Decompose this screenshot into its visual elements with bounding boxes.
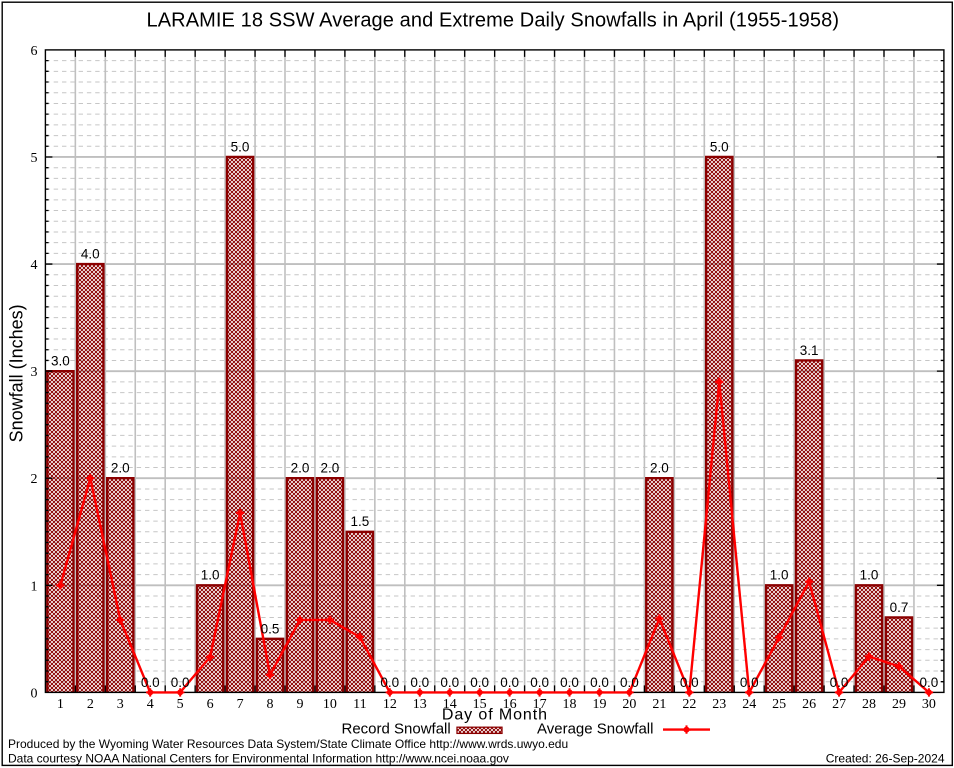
svg-text:15: 15 xyxy=(473,697,487,712)
svg-text:0.0: 0.0 xyxy=(530,675,549,690)
svg-text:4: 4 xyxy=(31,258,38,273)
svg-text:26: 26 xyxy=(802,697,816,712)
svg-text:6: 6 xyxy=(31,44,38,59)
svg-text:Created: 26-Sep-2024: Created: 26-Sep-2024 xyxy=(826,752,945,766)
svg-text:5.0: 5.0 xyxy=(710,139,729,154)
svg-text:2.0: 2.0 xyxy=(111,461,130,476)
svg-text:2.0: 2.0 xyxy=(291,461,310,476)
svg-text:3: 3 xyxy=(31,365,38,380)
svg-text:1.0: 1.0 xyxy=(860,568,879,583)
svg-text:0.7: 0.7 xyxy=(890,600,909,615)
svg-text:2: 2 xyxy=(31,472,38,487)
svg-text:0: 0 xyxy=(31,686,38,701)
svg-text:Record Snowfall: Record Snowfall xyxy=(342,720,451,737)
svg-text:4.0: 4.0 xyxy=(81,246,100,261)
svg-text:9: 9 xyxy=(296,697,303,712)
svg-text:22: 22 xyxy=(682,697,696,712)
svg-text:27: 27 xyxy=(832,697,846,712)
svg-text:30: 30 xyxy=(922,697,936,712)
svg-text:0.0: 0.0 xyxy=(141,675,160,690)
svg-text:5.0: 5.0 xyxy=(231,139,250,154)
svg-text:0.0: 0.0 xyxy=(920,675,939,690)
svg-text:19: 19 xyxy=(592,697,606,712)
svg-text:18: 18 xyxy=(563,697,577,712)
svg-text:5: 5 xyxy=(177,697,184,712)
svg-text:20: 20 xyxy=(622,697,636,712)
svg-text:0.0: 0.0 xyxy=(560,675,579,690)
svg-text:4: 4 xyxy=(147,697,154,712)
svg-text:0.0: 0.0 xyxy=(470,675,489,690)
svg-text:14: 14 xyxy=(443,697,457,712)
svg-text:13: 13 xyxy=(413,697,427,712)
svg-text:5: 5 xyxy=(31,151,38,166)
svg-text:1.0: 1.0 xyxy=(201,568,220,583)
svg-text:6: 6 xyxy=(207,697,214,712)
svg-text:24: 24 xyxy=(742,697,756,712)
svg-text:7: 7 xyxy=(237,697,244,712)
svg-text:1: 1 xyxy=(57,697,64,712)
svg-text:12: 12 xyxy=(383,697,397,712)
svg-text:2: 2 xyxy=(87,697,94,712)
svg-text:Produced by the Wyoming Water: Produced by the Wyoming Water Resources … xyxy=(8,737,568,751)
svg-text:0.0: 0.0 xyxy=(830,675,849,690)
svg-text:28: 28 xyxy=(862,697,876,712)
svg-text:1.0: 1.0 xyxy=(770,568,789,583)
svg-text:0.0: 0.0 xyxy=(740,675,759,690)
svg-text:Data courtesy NOAA National Ce: Data courtesy NOAA National Centers for … xyxy=(8,752,509,766)
svg-text:0.0: 0.0 xyxy=(500,675,519,690)
svg-text:1: 1 xyxy=(31,579,38,594)
svg-text:0.0: 0.0 xyxy=(440,675,459,690)
svg-text:Average Snowfall: Average Snowfall xyxy=(537,720,653,737)
svg-text:8: 8 xyxy=(267,697,274,712)
svg-text:3.0: 3.0 xyxy=(51,354,70,369)
svg-text:2.0: 2.0 xyxy=(650,461,669,476)
svg-text:0.0: 0.0 xyxy=(171,675,190,690)
svg-text:0.5: 0.5 xyxy=(261,621,280,636)
svg-text:3.1: 3.1 xyxy=(800,343,819,358)
svg-text:0.0: 0.0 xyxy=(680,675,699,690)
svg-text:11: 11 xyxy=(353,697,366,712)
svg-text:0.0: 0.0 xyxy=(620,675,639,690)
svg-text:0.0: 0.0 xyxy=(380,675,399,690)
svg-text:21: 21 xyxy=(652,697,666,712)
svg-text:17: 17 xyxy=(533,697,547,712)
svg-text:3: 3 xyxy=(117,697,124,712)
svg-text:Day of Month: Day of Month xyxy=(442,706,548,723)
svg-text:0.0: 0.0 xyxy=(410,675,429,690)
svg-text:29: 29 xyxy=(892,697,906,712)
svg-text:Snowfall (Inches): Snowfall (Inches) xyxy=(6,304,26,442)
svg-text:2.0: 2.0 xyxy=(321,461,340,476)
svg-text:23: 23 xyxy=(712,697,726,712)
svg-text:LARAMIE 18 SSW Average and Ext: LARAMIE 18 SSW Average and Extreme Daily… xyxy=(146,9,839,31)
svg-text:25: 25 xyxy=(772,697,786,712)
svg-text:0.0: 0.0 xyxy=(590,675,609,690)
svg-text:10: 10 xyxy=(323,697,337,712)
svg-text:1.5: 1.5 xyxy=(350,514,369,529)
svg-text:16: 16 xyxy=(503,697,517,712)
